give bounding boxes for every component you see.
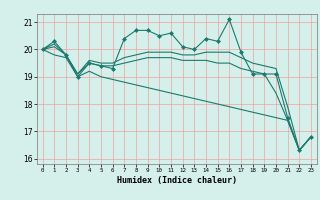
X-axis label: Humidex (Indice chaleur): Humidex (Indice chaleur) (117, 176, 237, 185)
